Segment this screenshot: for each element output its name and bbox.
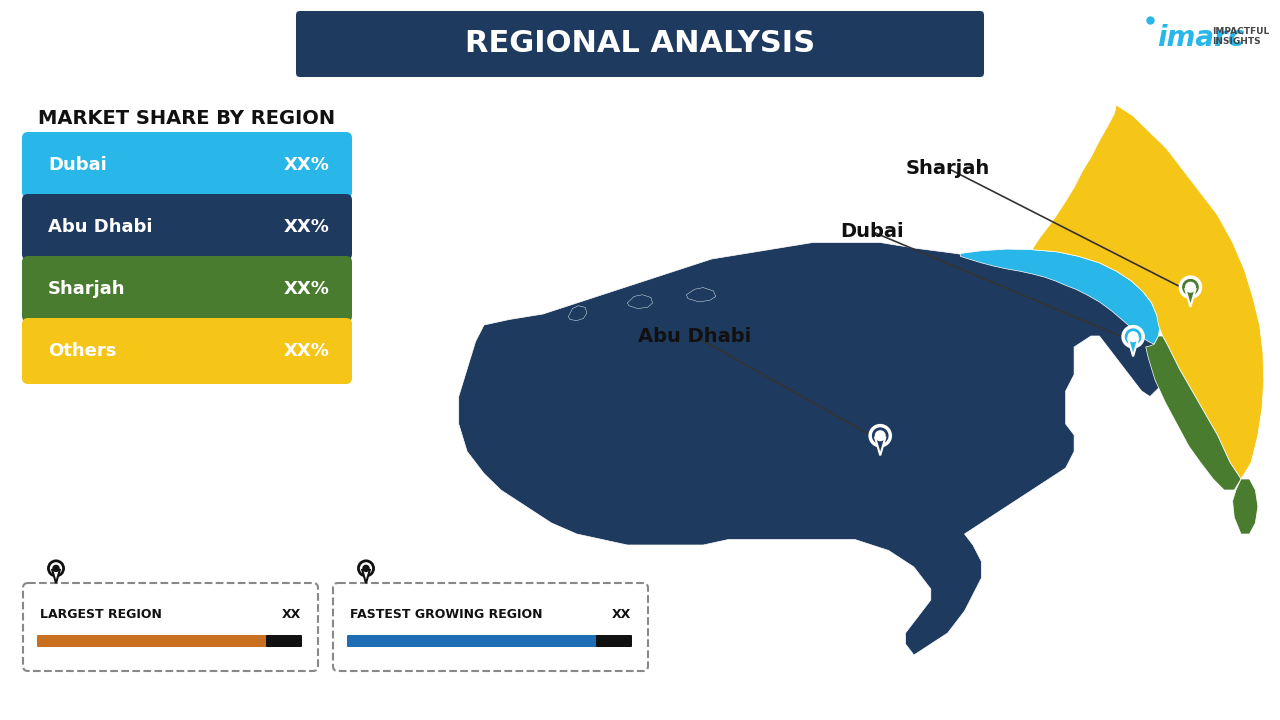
Polygon shape [1032, 105, 1263, 479]
FancyBboxPatch shape [266, 635, 302, 647]
Circle shape [870, 426, 891, 446]
FancyBboxPatch shape [333, 583, 648, 671]
FancyBboxPatch shape [22, 318, 352, 384]
Text: INSIGHTS: INSIGHTS [1212, 37, 1261, 45]
Text: XX: XX [612, 608, 631, 621]
Polygon shape [568, 306, 586, 320]
Text: Abu Dhabi: Abu Dhabi [49, 218, 152, 236]
Polygon shape [686, 287, 716, 302]
Polygon shape [52, 570, 60, 583]
Polygon shape [1233, 479, 1258, 534]
Text: imarc: imarc [1157, 24, 1244, 52]
FancyBboxPatch shape [596, 635, 632, 647]
Polygon shape [1146, 336, 1242, 490]
Circle shape [1185, 282, 1196, 292]
FancyBboxPatch shape [22, 132, 352, 198]
Text: XX: XX [282, 608, 301, 621]
Text: Dubai: Dubai [49, 156, 106, 174]
Text: Abu Dhabi: Abu Dhabi [639, 326, 751, 346]
Text: XX%: XX% [284, 218, 330, 236]
FancyBboxPatch shape [22, 256, 352, 322]
Text: MARKET SHARE BY REGION: MARKET SHARE BY REGION [38, 109, 335, 127]
Text: Others: Others [49, 342, 116, 360]
Polygon shape [876, 438, 886, 455]
Circle shape [49, 561, 64, 576]
Polygon shape [1185, 289, 1196, 307]
Circle shape [358, 561, 374, 576]
Circle shape [1180, 277, 1201, 297]
Circle shape [52, 565, 59, 572]
Circle shape [1123, 327, 1143, 347]
Text: REGIONAL ANALYSIS: REGIONAL ANALYSIS [465, 30, 815, 58]
Text: FASTEST GROWING REGION: FASTEST GROWING REGION [349, 608, 543, 621]
FancyBboxPatch shape [347, 635, 605, 647]
Text: Sharjah: Sharjah [49, 280, 125, 298]
Circle shape [876, 431, 884, 441]
Text: IMPACTFUL: IMPACTFUL [1212, 27, 1270, 35]
Text: Dubai: Dubai [840, 222, 904, 241]
Text: XX%: XX% [284, 280, 330, 298]
Text: XX%: XX% [284, 156, 330, 174]
Circle shape [364, 565, 369, 572]
Polygon shape [627, 294, 653, 308]
Polygon shape [1128, 338, 1138, 356]
Text: LARGEST REGION: LARGEST REGION [40, 608, 161, 621]
Circle shape [1128, 332, 1138, 341]
FancyBboxPatch shape [37, 635, 276, 647]
FancyBboxPatch shape [296, 11, 984, 77]
Text: Sharjah: Sharjah [905, 158, 989, 178]
Text: XX%: XX% [284, 342, 330, 360]
FancyBboxPatch shape [22, 194, 352, 260]
Polygon shape [960, 249, 1160, 344]
FancyBboxPatch shape [23, 583, 317, 671]
Polygon shape [362, 570, 370, 583]
Polygon shape [458, 243, 1167, 655]
